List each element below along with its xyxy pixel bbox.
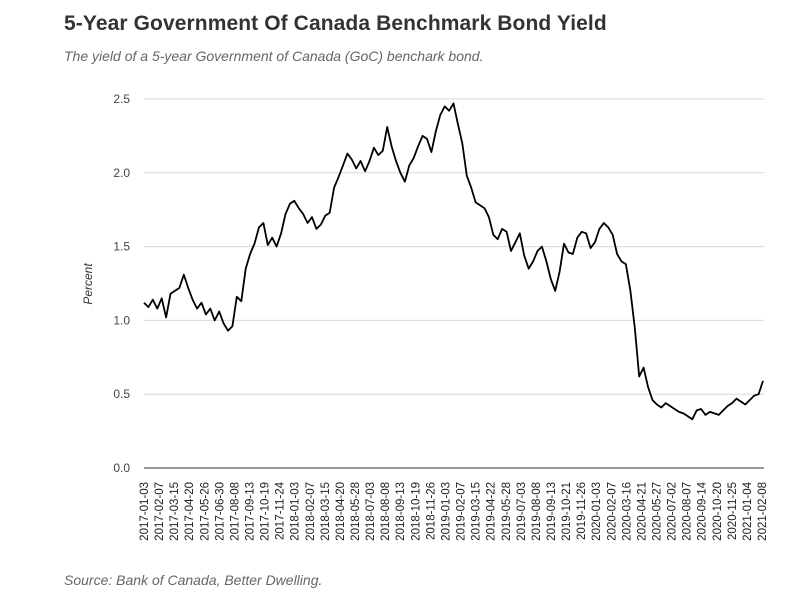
x-tick-label: 2017-01-03 bbox=[139, 482, 151, 541]
x-tick-label: 2017-10-19 bbox=[260, 482, 272, 541]
x-tick-label: 2020-07-02 bbox=[667, 482, 679, 541]
x-tick-label: 2018-03-15 bbox=[320, 482, 332, 541]
y-tick-label: 0.5 bbox=[113, 387, 130, 401]
x-tick-label: 2019-11-26 bbox=[576, 482, 588, 540]
x-tick-label: 2017-09-13 bbox=[245, 482, 257, 541]
x-tick-label: 2020-03-16 bbox=[621, 482, 633, 541]
x-tick-label: 2020-02-07 bbox=[606, 482, 618, 541]
x-tick-label: 2019-07-03 bbox=[516, 482, 528, 541]
x-tick-label: 2017-08-08 bbox=[229, 482, 241, 541]
x-tick-label: 2021-02-08 bbox=[757, 482, 769, 541]
x-tick-label: 2018-11-26 bbox=[425, 482, 437, 540]
y-tick-label: 1.0 bbox=[113, 313, 130, 327]
x-tick-label: 2017-06-30 bbox=[214, 482, 226, 541]
x-tick-label: 2017-11-24 bbox=[275, 481, 287, 540]
x-tick-label: 2019-02-07 bbox=[456, 482, 468, 541]
x-tick-label: 2018-05-28 bbox=[350, 482, 362, 541]
grid-lines bbox=[144, 98, 764, 395]
x-axis-ticks: 2017-01-03 2017-02-07 2017-03-15 2017-04-20… bbox=[139, 481, 769, 540]
x-tick-label: 2019-08-08 bbox=[531, 482, 543, 541]
y-tick-label: 0.0 bbox=[113, 461, 130, 475]
x-tick-label: 2017-04-20 bbox=[184, 482, 196, 541]
y-tick-label: 2.5 bbox=[113, 92, 130, 106]
x-tick-label: 2020-10-20 bbox=[712, 482, 724, 541]
x-tick-label: 2019-05-28 bbox=[501, 482, 513, 541]
x-tick-label: 2020-08-07 bbox=[682, 482, 694, 541]
x-tick-label: 2018-02-07 bbox=[305, 482, 317, 541]
x-tick-label: 2018-10-19 bbox=[410, 482, 422, 541]
x-tick-label: 2017-03-15 bbox=[169, 482, 181, 541]
y-tick-label: 1.5 bbox=[113, 240, 130, 254]
x-tick-label: 2020-05-27 bbox=[651, 482, 663, 541]
x-tick-label: 2020-09-14 bbox=[697, 481, 709, 540]
x-tick-label: 2018-08-08 bbox=[380, 482, 392, 541]
x-tick-label: 2019-01-03 bbox=[440, 482, 452, 541]
x-tick-label: 2018-01-03 bbox=[290, 482, 302, 541]
y-tick-label: 2.0 bbox=[113, 166, 130, 180]
x-tick-label: 2017-05-26 bbox=[199, 482, 211, 541]
x-tick-label: 2019-03-15 bbox=[471, 482, 483, 541]
chart-subtitle: The yield of a 5-year Government of Cana… bbox=[64, 48, 484, 64]
x-tick-label: 2019-04-22 bbox=[486, 482, 498, 541]
x-tick-label: 2018-09-13 bbox=[395, 482, 407, 541]
chart-title: 5-Year Government Of Canada Benchmark Bo… bbox=[64, 12, 607, 35]
y-axis-ticks: 0.0 0.5 1.0 1.5 2.0 2.5 bbox=[113, 92, 130, 475]
x-tick-label: 2020-01-03 bbox=[591, 482, 603, 541]
x-tick-label: 2018-07-03 bbox=[365, 482, 377, 541]
x-tick-label: 2020-04-21 bbox=[636, 482, 648, 541]
yield-line bbox=[143, 102, 764, 421]
x-tick-label: 2018-04-20 bbox=[335, 482, 347, 541]
x-tick-label: 2019-10-21 bbox=[561, 482, 573, 541]
x-tick-label: 2017-02-07 bbox=[154, 482, 166, 541]
x-tick-label: 2021-01-04 bbox=[742, 481, 754, 540]
x-tick-label: 2019-09-13 bbox=[546, 482, 558, 541]
source-note: Source: Bank of Canada, Better Dwelling. bbox=[64, 572, 323, 588]
x-tick-label: 2020-11-25 bbox=[727, 482, 739, 540]
y-axis-label: Percent bbox=[81, 263, 95, 305]
